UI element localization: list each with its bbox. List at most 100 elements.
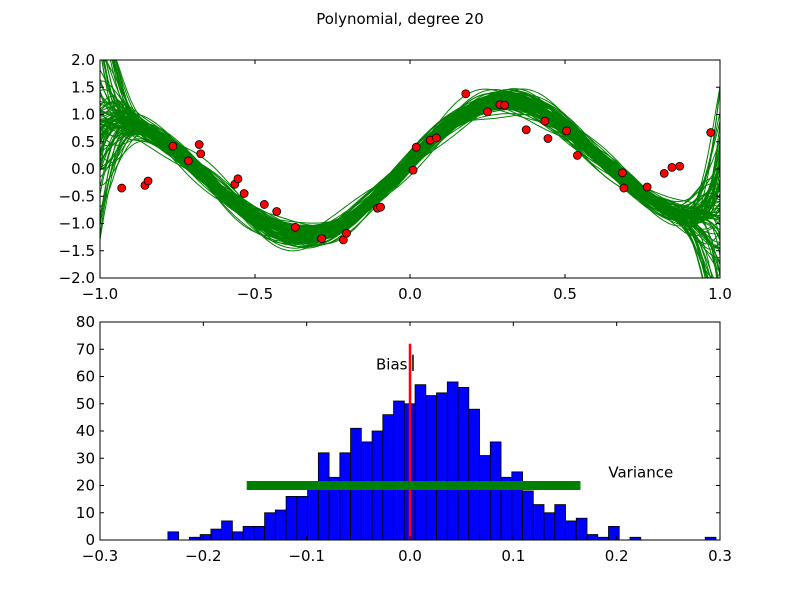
histogram-bar <box>242 525 255 540</box>
histogram-bar <box>543 512 556 540</box>
bottom-xtick-label: 0.3 <box>708 547 732 565</box>
histogram-bar <box>296 495 308 540</box>
bottom-ytick-label: 10 <box>76 504 95 522</box>
bias-variance-overlay: Bias Variance <box>246 343 673 540</box>
top-xtick-label: −1.0 <box>82 285 118 303</box>
histogram-bar <box>468 408 480 540</box>
bottom-ytick-label: 40 <box>76 422 95 440</box>
histogram-bar <box>393 400 405 540</box>
data-point <box>317 234 327 244</box>
data-point <box>168 141 178 151</box>
top-xtick-label: 0.0 <box>398 285 422 303</box>
top-ytick-label: −1.0 <box>59 215 95 233</box>
histogram-bar <box>274 509 287 540</box>
data-point <box>117 183 127 193</box>
data-point <box>706 128 716 137</box>
histogram-bar <box>446 381 459 540</box>
data-point <box>617 168 627 178</box>
bottom-xtick-label: 0.1 <box>501 547 525 565</box>
bottom-axis-ticks: −0.3 −0.2 −0.1 0.0 0.1 0.2 0.3 0 10 20 30 40 50 60 70 8… <box>76 313 732 565</box>
histogram-bar <box>264 512 276 540</box>
top-xtick-label: −0.5 <box>237 285 273 303</box>
top-ytick-label: −1.5 <box>59 242 95 260</box>
bottom-ytick-label: 20 <box>76 477 95 495</box>
data-point <box>619 183 629 193</box>
data-point <box>143 176 153 186</box>
data-point <box>376 202 385 212</box>
histogram-bar <box>339 452 351 540</box>
variance-bar <box>246 481 581 490</box>
histogram-bar <box>253 525 266 540</box>
bottom-xtick-label: −0.2 <box>185 547 221 565</box>
data-point <box>500 100 509 110</box>
histogram-bar <box>629 536 642 540</box>
data-point <box>342 228 351 238</box>
bottom-ytick-label: 80 <box>76 313 95 331</box>
data-point <box>196 149 206 159</box>
variance-label: Variance <box>608 463 673 481</box>
data-point <box>259 200 269 209</box>
histogram-bar <box>436 392 448 540</box>
histogram-bar <box>317 452 330 540</box>
data-point <box>642 182 652 192</box>
bottom-ytick-label: 0 <box>85 531 95 549</box>
bias-label: Bias <box>376 356 408 374</box>
data-point <box>194 140 204 149</box>
top-ytick-label: −2.0 <box>59 269 95 287</box>
top-ytick-label: 1.0 <box>71 106 95 124</box>
data-point <box>543 134 553 143</box>
histogram-bar <box>307 487 319 540</box>
bottom-xtick-label: −0.3 <box>82 547 118 565</box>
figure-title: Polynomial, degree 20 <box>316 10 484 28</box>
histogram-bar <box>382 414 394 540</box>
histogram-bar <box>221 520 233 540</box>
top-ytick-label: 0.0 <box>71 160 95 178</box>
histogram-bar <box>554 504 566 540</box>
data-point <box>659 168 669 178</box>
histogram-bar <box>360 441 373 540</box>
bias-variance-histogram: Bias Variance −0.3 −0.2 −0.1 0.0 0.1 0.2 0.3 0 1… <box>76 313 732 565</box>
top-ytick-label: 2.0 <box>71 51 95 69</box>
histogram-bar <box>231 531 244 540</box>
histogram-bar <box>575 517 588 540</box>
histogram-bar <box>199 534 212 540</box>
data-point <box>675 161 685 171</box>
data-point <box>461 89 471 99</box>
top-xtick-label: 0.5 <box>553 285 577 303</box>
bottom-xtick-label: 0.2 <box>605 547 629 565</box>
data-point <box>183 156 193 166</box>
bottom-ytick-label: 50 <box>76 395 95 413</box>
fit-curve <box>100 105 720 242</box>
data-point <box>411 142 421 152</box>
data-point <box>483 107 492 117</box>
bottom-xtick-label: 0.0 <box>398 547 422 565</box>
data-point <box>290 222 300 232</box>
data-point <box>540 116 550 126</box>
histogram-bar <box>285 495 298 540</box>
histogram-bar <box>489 441 502 540</box>
histogram-bar <box>210 528 223 540</box>
histogram-bar <box>414 384 427 540</box>
data-point <box>431 133 441 143</box>
bottom-ytick-label: 30 <box>76 449 95 467</box>
data-points <box>117 89 716 245</box>
histogram-bar <box>704 536 717 540</box>
data-point <box>562 126 571 136</box>
data-point <box>521 125 531 135</box>
fit-curve <box>100 91 720 235</box>
data-point <box>573 150 582 160</box>
data-point <box>239 189 249 198</box>
top-xtick-label: 1.0 <box>708 285 732 303</box>
top-axis-ticks: −1.0 −0.5 0.0 0.5 1.0 −2.0 −1.5 −1.0 −0.5 0.0 0.5 1… <box>59 51 732 303</box>
data-point <box>233 174 243 184</box>
top-ytick-label: 0.5 <box>71 133 95 151</box>
top-ytick-label: −0.5 <box>59 187 95 205</box>
data-point <box>408 165 418 175</box>
bottom-ytick-label: 60 <box>76 368 95 386</box>
histogram-bar <box>457 386 470 540</box>
data-point <box>667 162 677 172</box>
histogram-bar <box>167 531 180 540</box>
polynomial-fit-plot: −1.0 −0.5 0.0 0.5 1.0 −2.0 −1.5 −1.0 −0.5 0.0 0.5 1… <box>59 51 732 303</box>
data-point <box>272 207 282 216</box>
